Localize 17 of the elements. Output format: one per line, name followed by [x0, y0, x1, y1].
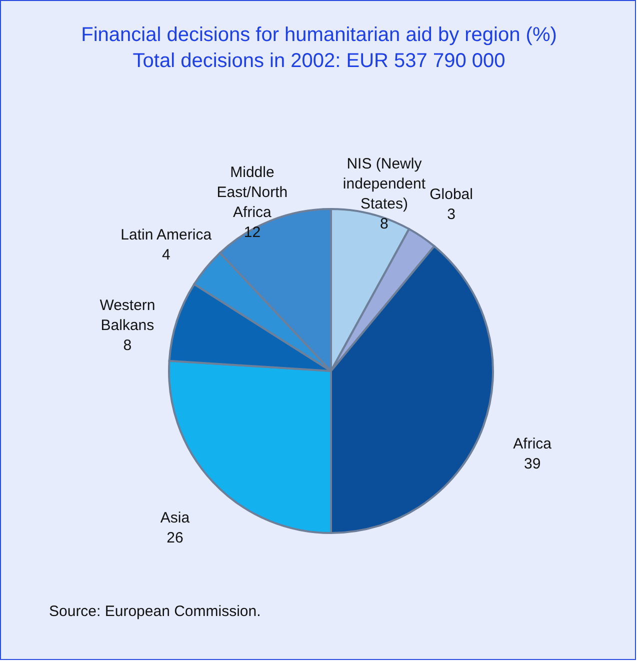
- slice-label: Global: [430, 186, 473, 204]
- data-label: 39: [524, 455, 541, 472]
- data-label: 26: [166, 529, 184, 546]
- data-label: 12: [244, 224, 261, 242]
- slice-label: Western Balkans: [100, 296, 156, 334]
- data-label: 8: [380, 216, 388, 233]
- data-label: 4: [162, 246, 170, 264]
- slice-label: Africa: [513, 435, 552, 452]
- slice-label: NIS (Newly independent States): [342, 156, 426, 213]
- slice-label: Middle East/North Africa: [216, 164, 288, 222]
- data-label: 3: [447, 206, 456, 224]
- slice-label: Latin America: [120, 226, 212, 244]
- data-label: 8: [123, 336, 132, 354]
- slice-label: Asia: [160, 509, 190, 526]
- chart-subtitle: Total decisions in 2002: EUR 537 790 000: [132, 50, 506, 72]
- source-note: Source: European Commission.: [49, 603, 261, 620]
- chart-title: Financial decisions for humanitarian aid by region (%): [81, 24, 557, 46]
